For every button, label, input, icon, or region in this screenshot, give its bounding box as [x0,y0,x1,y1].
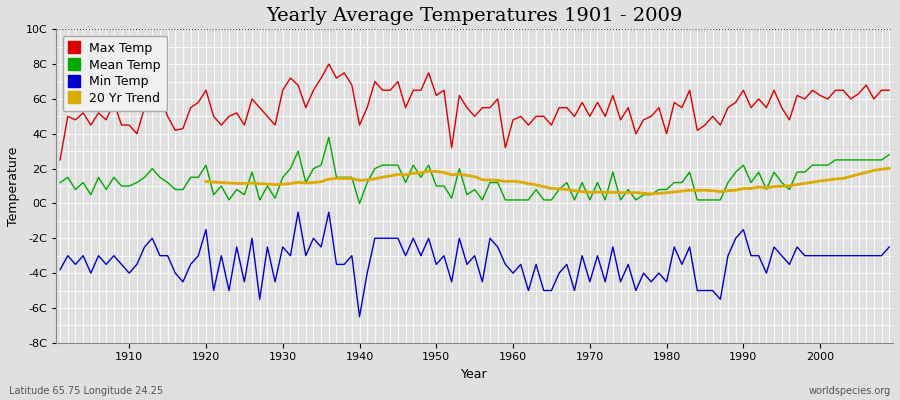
Max Temp [55,158,66,162]
Y-axis label: Temperature: Temperature [7,146,20,226]
Mean Temp [323,135,334,140]
Line: Max Temp: Max Temp [60,64,889,160]
Text: worldspecies.org: worldspecies.org [809,386,891,396]
Title: Yearly Average Temperatures 1901 - 2009: Yearly Average Temperatures 1901 - 2009 [266,7,683,25]
Min Temp [516,262,526,267]
X-axis label: Year: Year [462,368,488,381]
Max Temp [608,93,618,98]
Text: Latitude 65.75 Longitude 24.25: Latitude 65.75 Longitude 24.25 [9,386,163,396]
Min Temp [292,210,303,214]
Max Temp [323,62,334,66]
Min Temp [285,253,296,258]
Mean Temp [116,184,127,188]
Mean Temp [523,198,534,202]
Mean Temp [516,198,526,202]
Mean Temp [615,198,626,202]
Mean Temp [55,180,66,185]
Max Temp [116,123,127,128]
Min Temp [884,244,895,249]
Min Temp [615,280,626,284]
Min Temp [55,267,66,272]
Mean Temp [354,201,364,206]
Min Temp [523,288,534,293]
Min Temp [116,262,127,267]
20 Yr Trend [331,176,342,181]
20 Yr Trend [884,166,895,171]
Max Temp [516,114,526,119]
Line: Mean Temp: Mean Temp [60,137,889,204]
Mean Temp [884,152,895,157]
Line: Min Temp: Min Temp [60,212,889,317]
Max Temp [285,76,296,80]
Mean Temp [338,175,349,180]
20 Yr Trend [599,190,610,195]
20 Yr Trend [508,179,518,184]
Legend: Max Temp, Mean Temp, Min Temp, 20 Yr Trend: Max Temp, Mean Temp, Min Temp, 20 Yr Tre… [62,36,166,111]
Min Temp [338,262,349,267]
Max Temp [508,118,518,122]
Max Temp [884,88,895,93]
Mean Temp [285,166,296,171]
Max Temp [338,70,349,75]
20 Yr Trend [500,179,511,184]
Line: 20 Yr Trend: 20 Yr Trend [206,168,889,194]
20 Yr Trend [285,181,296,186]
Min Temp [354,314,364,319]
